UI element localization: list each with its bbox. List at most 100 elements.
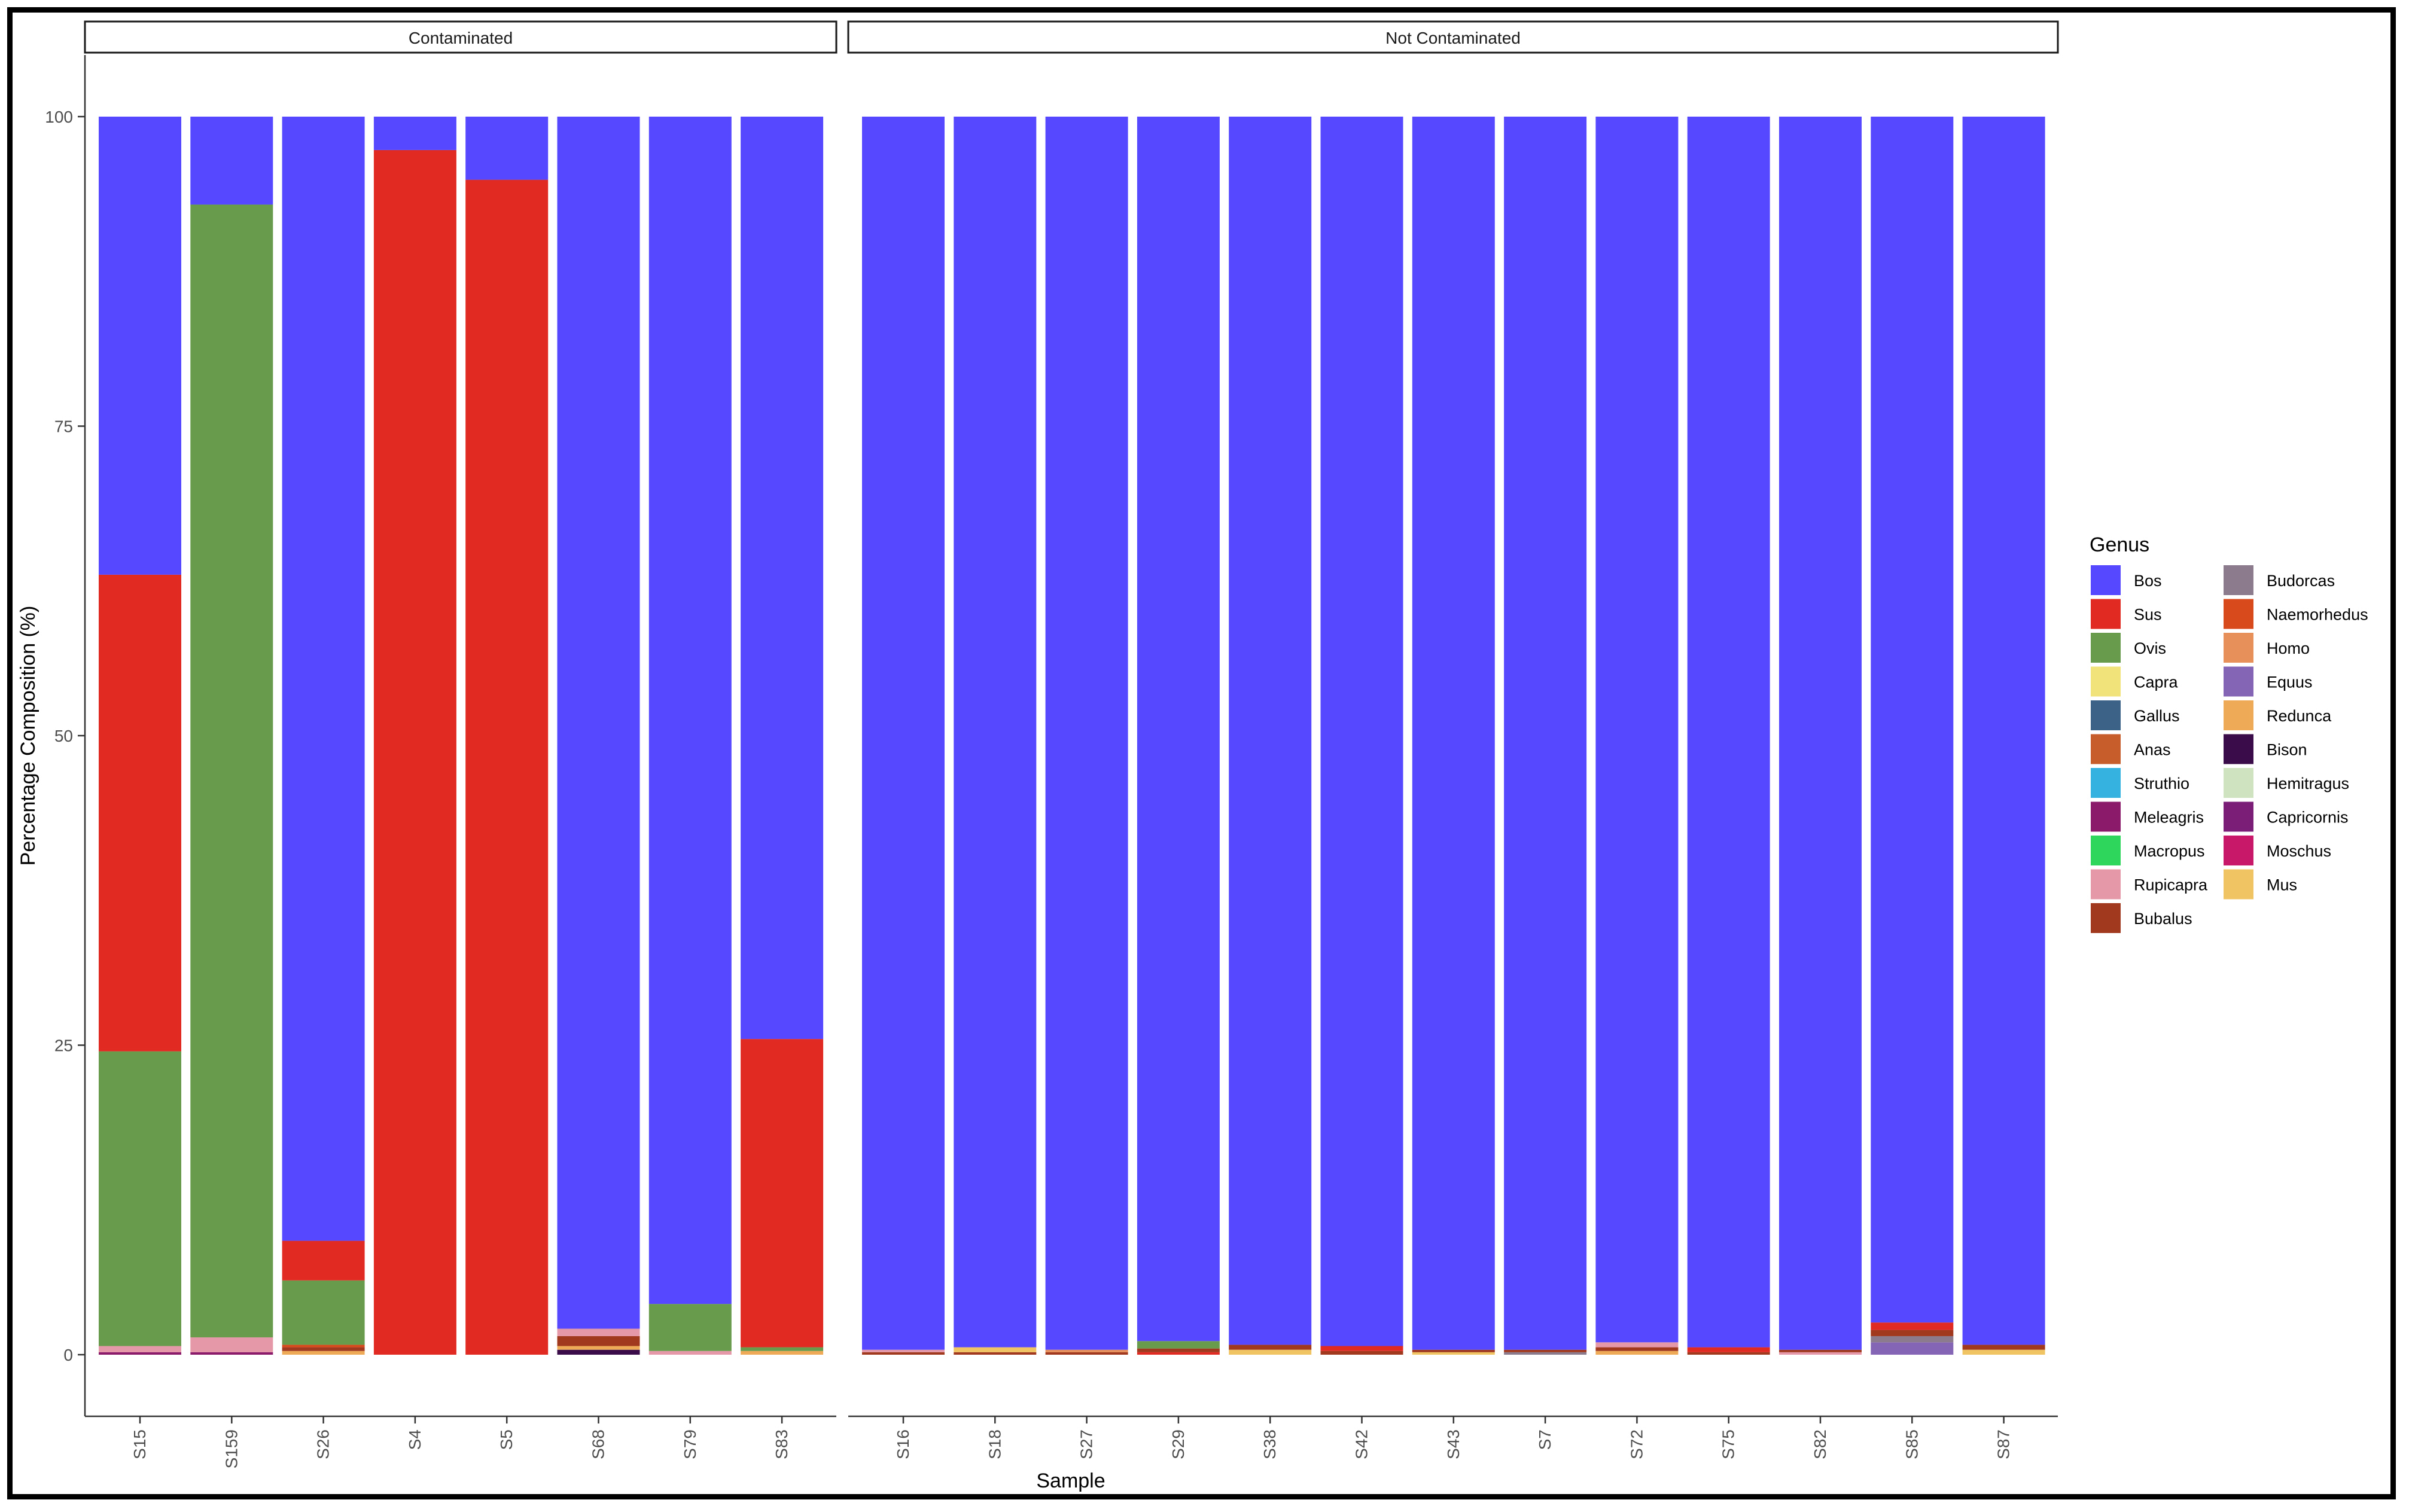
bar-segment-sus — [373, 150, 456, 1355]
bar-segment-bos — [741, 117, 824, 1040]
x-tick-label: S4 — [406, 1429, 424, 1450]
bar-segment-bubalus — [557, 1336, 640, 1346]
legend-key — [2224, 666, 2253, 697]
x-tick-label: S85 — [1902, 1429, 1921, 1459]
legend-label: Bubalus — [2134, 910, 2192, 928]
legend-label: Redunca — [2267, 707, 2332, 725]
facet-strip-label: Contaminated — [409, 29, 513, 47]
bar-segment-meleagris — [99, 1352, 181, 1355]
bar-segment-bubalus — [1320, 1351, 1403, 1355]
bar-segment-bison — [557, 1349, 640, 1355]
bar-segment-bos — [1229, 117, 1312, 1345]
legend-label: Equus — [2267, 673, 2313, 691]
bar-segment-bubalus — [1871, 1330, 1954, 1336]
bar-segment-bos — [1045, 117, 1128, 1350]
bar-segment-mus — [1412, 1352, 1495, 1355]
bar-segment-bubalus — [1962, 1345, 2045, 1350]
bar-segment-mus — [1962, 1349, 2045, 1355]
bar-segment-bos — [190, 117, 273, 205]
legend-key — [2224, 565, 2253, 595]
y-axis-title: Percentage Composition (%) — [17, 606, 39, 866]
legend-label: Capra — [2134, 673, 2179, 691]
bar-segment-sus — [99, 574, 181, 1051]
legend-title: Genus — [2090, 534, 2149, 556]
bar-segment-redunca — [282, 1351, 365, 1355]
x-tick-label: S15 — [130, 1429, 149, 1459]
legend-label: Ovis — [2134, 639, 2166, 657]
bar-segment-rupicapra — [557, 1328, 640, 1336]
bar-segment-bos — [648, 117, 732, 1304]
legend-key — [2091, 599, 2121, 629]
bar-segment-bos — [862, 117, 945, 1350]
legend-label: Mus — [2267, 876, 2297, 894]
bar-segment-ovis — [190, 204, 273, 1338]
y-tick-label: 0 — [63, 1346, 73, 1364]
legend-key — [2224, 599, 2253, 629]
x-tick-label: S82 — [1811, 1429, 1829, 1459]
y-tick-label: 75 — [54, 417, 73, 436]
bar-segment-bos — [1871, 117, 1954, 1323]
bar-segment-bos — [1137, 117, 1220, 1342]
bar-segment-redunca — [557, 1346, 640, 1350]
bar-segment-bubalus — [1595, 1347, 1679, 1351]
bar-segment-rupicapra — [1779, 1352, 1862, 1355]
bar-segment-homo — [1045, 1349, 1128, 1352]
facet-strip — [847, 20, 2059, 54]
bar-segment-ovis — [99, 1051, 181, 1346]
bar-segment-redunca — [1595, 1351, 1679, 1355]
legend-key — [2224, 734, 2253, 764]
legend-key — [2224, 768, 2253, 798]
x-tick-label: S29 — [1169, 1429, 1187, 1459]
bar-segment-budorcas — [1504, 1352, 1587, 1355]
facet-strip — [84, 20, 837, 54]
legend-key — [2091, 666, 2121, 697]
bar-segment-bos — [1504, 117, 1587, 1350]
legend-label: Bison — [2267, 741, 2307, 759]
bar-segment-ovis — [648, 1304, 732, 1351]
x-tick-label: S79 — [681, 1429, 699, 1459]
legend-label: Anas — [2134, 741, 2171, 759]
legend-key — [2091, 633, 2121, 663]
y-tick-label: 25 — [54, 1037, 73, 1055]
legend-label: Rupicapra — [2134, 876, 2208, 894]
x-tick-label: S87 — [1994, 1429, 2013, 1459]
legend-label: Gallus — [2134, 707, 2180, 725]
bar-segment-bubalus — [1045, 1352, 1128, 1355]
bar-segment-rupicapra — [1595, 1342, 1679, 1348]
bar-segment-bos — [465, 117, 549, 180]
bar-segment-bos — [1779, 117, 1862, 1350]
bar-segment-equus — [1871, 1342, 1954, 1355]
x-tick-label: S16 — [894, 1429, 912, 1459]
legend-label: Budorcas — [2267, 572, 2335, 590]
bar-segment-sus — [1871, 1322, 1954, 1330]
bar-segment-bos — [1320, 117, 1403, 1346]
bar-segment-bos — [282, 117, 365, 1241]
bar-segment-budorcas — [1871, 1336, 1954, 1343]
x-tick-label: S68 — [589, 1429, 608, 1459]
legend-key — [2224, 869, 2253, 900]
bar-segment-mus — [954, 1347, 1037, 1352]
legend-label: Meleagris — [2134, 809, 2204, 827]
bar-segment-bubalus — [862, 1352, 945, 1355]
legend-label: Bos — [2134, 572, 2162, 590]
bar-segment-sus — [1137, 1352, 1220, 1355]
legend-label: Struthio — [2134, 775, 2189, 792]
x-tick-label: S159 — [222, 1429, 240, 1468]
legend-key — [2091, 565, 2121, 595]
bar-segment-naemorhedus — [282, 1345, 365, 1348]
legend-label: Moschus — [2267, 842, 2331, 860]
bar-segment-bos — [373, 117, 456, 150]
bar-segment-bubalus — [1229, 1345, 1312, 1350]
legend-key — [2224, 700, 2253, 730]
bar-segment-ovis — [741, 1347, 824, 1351]
legend-key — [2224, 633, 2253, 663]
bar-segment-rupicapra — [190, 1337, 273, 1352]
bar-segment-rupicapra — [862, 1349, 945, 1352]
bar-segment-rupicapra — [648, 1351, 732, 1355]
y-tick-label: 50 — [54, 727, 73, 745]
bar-segment-sus — [1687, 1347, 1770, 1352]
legend-label: Naemorhedus — [2267, 606, 2368, 624]
legend-key — [2091, 768, 2121, 798]
legend-key — [2224, 836, 2253, 865]
